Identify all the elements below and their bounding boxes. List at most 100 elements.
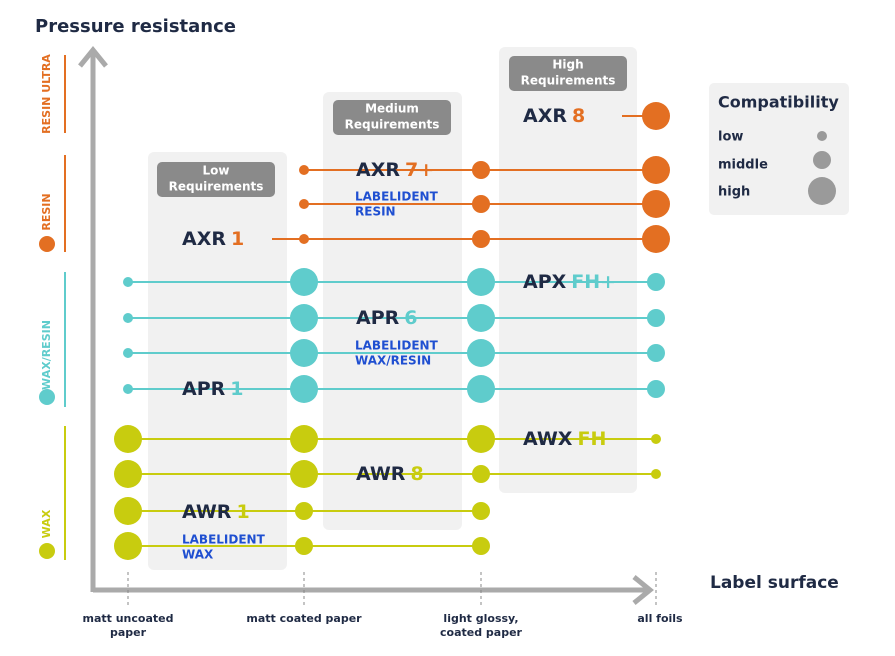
- legend-dot: [817, 131, 827, 141]
- panel-low: [148, 152, 287, 570]
- header-box: [333, 100, 451, 135]
- compat-dot: [472, 502, 490, 520]
- compat-dot: [114, 532, 142, 560]
- compat-dot: [290, 425, 318, 453]
- group-header: Requirements: [521, 74, 616, 88]
- compat-dot: [472, 195, 490, 213]
- compat-dot: [114, 497, 142, 525]
- group-header: Requirements: [345, 118, 440, 132]
- compat-dot: [123, 384, 133, 394]
- compat-dot: [123, 348, 133, 358]
- band-label: WAX: [40, 509, 53, 538]
- product-label: LABELIDENT: [355, 339, 439, 353]
- panel-medium: [323, 92, 462, 530]
- product-name: AXR 8: [523, 105, 585, 127]
- product-label: LABELIDENT: [182, 533, 266, 547]
- product-prefix: AWR: [356, 463, 406, 485]
- product-suffix: 1: [230, 378, 243, 400]
- product-name: AWR 1: [182, 501, 250, 523]
- compat-dot: [642, 156, 670, 184]
- product-name: AWR 8: [356, 463, 424, 485]
- column-label: light glossy,: [443, 612, 518, 625]
- compat-dot: [472, 161, 490, 179]
- column-label: all foils: [637, 612, 683, 625]
- compat-dot: [647, 273, 665, 291]
- compat-dot: [651, 434, 661, 444]
- legend-item: high: [718, 185, 750, 200]
- compat-dot: [647, 309, 665, 327]
- product-suffix: 1: [231, 228, 244, 250]
- group-header: Low: [203, 164, 230, 178]
- column-label: matt coated paper: [246, 612, 362, 625]
- compat-dot: [651, 469, 661, 479]
- compat-dot: [114, 425, 142, 453]
- product-prefix: APX: [523, 271, 567, 293]
- band-dot: [39, 236, 55, 252]
- x-axis-label: Label surface: [710, 573, 839, 593]
- product-suffix: 7+: [405, 159, 434, 181]
- compat-dot: [290, 339, 318, 367]
- compat-dot: [642, 190, 670, 218]
- compat-dot: [647, 380, 665, 398]
- product-name: AXR 7+: [356, 159, 434, 181]
- legend-title: Compatibility: [718, 93, 839, 112]
- product-name: APX FH+: [523, 271, 616, 293]
- product-label: LABELIDENT: [355, 190, 439, 204]
- compat-dot: [472, 230, 490, 248]
- legend-dot: [813, 151, 831, 169]
- compat-dot: [647, 344, 665, 362]
- group-header: Medium: [365, 102, 419, 116]
- axes: [78, 46, 654, 605]
- compat-dot: [290, 304, 318, 332]
- compat-dot: [467, 268, 495, 296]
- compat-dot: [472, 465, 490, 483]
- compat-dot: [295, 537, 313, 555]
- compat-dot: [123, 313, 133, 323]
- compat-dot: [290, 375, 318, 403]
- product-prefix: APR: [356, 307, 400, 329]
- compat-dot: [299, 234, 309, 244]
- product-name: AWX FH: [523, 428, 606, 450]
- product-name: APR 1: [182, 378, 244, 400]
- product-label: RESIN: [355, 205, 396, 219]
- product-suffix: FH: [577, 428, 606, 450]
- compat-dot: [299, 165, 309, 175]
- compat-dot: [642, 102, 670, 130]
- header-box: [509, 56, 627, 91]
- header-box: [157, 162, 275, 197]
- legend-dot: [808, 177, 836, 205]
- compat-dot: [467, 339, 495, 367]
- band-label: WAX/RESIN: [40, 320, 53, 390]
- compat-dot: [290, 460, 318, 488]
- title: Pressure resistance: [35, 16, 236, 37]
- product-prefix: AWR: [182, 501, 232, 523]
- band-dot: [39, 389, 55, 405]
- group-header: High: [552, 58, 583, 72]
- product-suffix: 1: [236, 501, 249, 523]
- product-prefix: AWX: [523, 428, 573, 450]
- compat-dot: [467, 375, 495, 403]
- product-label: WAX: [182, 548, 214, 562]
- column-label: matt uncoated: [83, 612, 174, 625]
- column-label: coated paper: [440, 626, 523, 639]
- compat-dot: [467, 425, 495, 453]
- column-label: paper: [110, 626, 147, 639]
- product-suffix: FH+: [571, 271, 616, 293]
- product-suffix: 8: [410, 463, 423, 485]
- compat-dot: [472, 537, 490, 555]
- product-prefix: AXR: [356, 159, 400, 181]
- band-dot: [39, 543, 55, 559]
- product-prefix: APR: [182, 378, 226, 400]
- product-prefix: AXR: [523, 105, 567, 127]
- product-suffix: 8: [572, 105, 585, 127]
- legend-item: low: [718, 130, 743, 145]
- compat-dot: [642, 225, 670, 253]
- compat-dot: [114, 460, 142, 488]
- panel-high: [499, 47, 637, 493]
- compat-dot: [467, 304, 495, 332]
- compat-dot: [290, 268, 318, 296]
- product-name: AXR 1: [182, 228, 244, 250]
- product-prefix: AXR: [182, 228, 226, 250]
- product-label: WAX/RESIN: [355, 354, 431, 368]
